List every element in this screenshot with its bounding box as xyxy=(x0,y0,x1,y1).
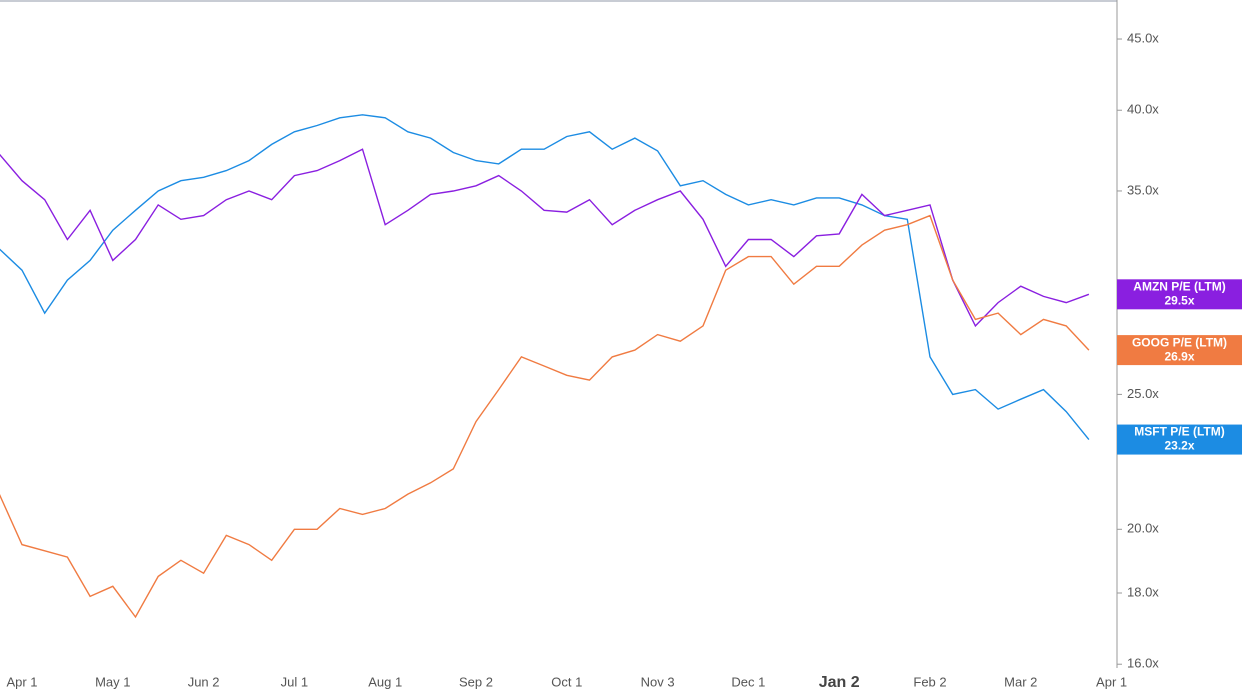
x-tick-label: Mar 2 xyxy=(1004,674,1037,689)
y-tick-label: 45.0x xyxy=(1127,30,1159,45)
x-tick-label: Oct 1 xyxy=(551,674,582,689)
end-value: 29.5x xyxy=(1164,293,1194,307)
end-label: AMZN P/E (LTM)29.5x xyxy=(1117,279,1242,310)
end-value: 23.2x xyxy=(1164,439,1194,453)
series-name: MSFT P/E (LTM) xyxy=(1134,425,1224,439)
x-tick-label: Jan 2 xyxy=(819,674,860,691)
x-tick-label: Jul 1 xyxy=(281,674,308,689)
y-tick-label: 25.0x xyxy=(1127,386,1159,401)
end-label: MSFT P/E (LTM)23.2x xyxy=(1117,424,1242,455)
series-line xyxy=(0,214,1090,619)
end-label-box xyxy=(1117,424,1242,455)
x-tick-label: Dec 1 xyxy=(731,674,765,689)
y-tick-label: 16.0x xyxy=(1127,656,1159,671)
end-label-box xyxy=(1117,279,1242,310)
series-name: GOOG P/E (LTM) xyxy=(1132,335,1227,349)
series-line xyxy=(0,148,1090,328)
x-tick-label: Nov 3 xyxy=(641,674,675,689)
y-tick-label: 35.0x xyxy=(1127,182,1159,197)
y-tick-label: 20.0x xyxy=(1127,521,1159,536)
x-tick-label: Feb 2 xyxy=(913,674,946,689)
series-name: AMZN P/E (LTM) xyxy=(1133,279,1225,293)
end-label: GOOG P/E (LTM)26.9x xyxy=(1117,335,1242,366)
x-tick-label: Jun 2 xyxy=(188,674,220,689)
y-tick-label: 18.0x xyxy=(1127,584,1159,599)
x-tick-label: Aug 1 xyxy=(368,674,402,689)
x-tick-label: Apr 1 xyxy=(1096,674,1127,689)
x-tick-label: Apr 1 xyxy=(6,674,37,689)
y-tick-label: 40.0x xyxy=(1127,102,1159,117)
x-tick-label: May 1 xyxy=(95,674,130,689)
x-tick-label: Sep 2 xyxy=(459,674,493,689)
end-label-box xyxy=(1117,335,1242,366)
end-value: 26.9x xyxy=(1164,349,1194,363)
series-line xyxy=(0,114,1090,441)
